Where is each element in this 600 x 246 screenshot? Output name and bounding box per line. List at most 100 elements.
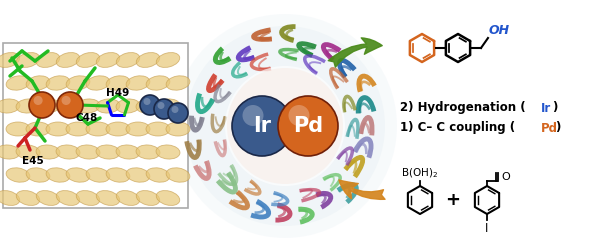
- Ellipse shape: [96, 191, 120, 205]
- Ellipse shape: [0, 53, 20, 67]
- Ellipse shape: [166, 122, 190, 136]
- Text: ): ): [552, 102, 557, 114]
- Text: I: I: [485, 222, 488, 235]
- Ellipse shape: [36, 99, 60, 113]
- Ellipse shape: [126, 122, 150, 136]
- Ellipse shape: [36, 191, 60, 205]
- Circle shape: [289, 105, 310, 126]
- Ellipse shape: [116, 145, 140, 159]
- Text: OH: OH: [489, 24, 510, 37]
- Ellipse shape: [106, 76, 130, 90]
- Ellipse shape: [136, 99, 160, 113]
- Circle shape: [225, 66, 345, 186]
- Ellipse shape: [46, 168, 70, 182]
- Ellipse shape: [26, 122, 50, 136]
- Ellipse shape: [36, 53, 60, 67]
- Ellipse shape: [6, 168, 30, 182]
- Circle shape: [173, 14, 397, 238]
- Ellipse shape: [166, 168, 190, 182]
- Ellipse shape: [126, 76, 150, 90]
- Circle shape: [278, 96, 338, 156]
- Ellipse shape: [156, 99, 180, 113]
- Ellipse shape: [96, 53, 120, 67]
- FancyArrowPatch shape: [328, 38, 382, 67]
- Ellipse shape: [146, 168, 170, 182]
- Ellipse shape: [86, 122, 110, 136]
- Text: +: +: [445, 191, 461, 209]
- Ellipse shape: [116, 53, 140, 67]
- Ellipse shape: [96, 99, 120, 113]
- Ellipse shape: [86, 76, 110, 90]
- Ellipse shape: [36, 145, 60, 159]
- FancyArrowPatch shape: [339, 180, 385, 199]
- Circle shape: [227, 68, 343, 184]
- Text: Pd: Pd: [293, 116, 323, 136]
- Ellipse shape: [16, 53, 40, 67]
- Ellipse shape: [66, 122, 90, 136]
- Ellipse shape: [136, 53, 160, 67]
- Circle shape: [62, 96, 71, 105]
- Ellipse shape: [66, 168, 90, 182]
- Circle shape: [34, 96, 43, 105]
- Ellipse shape: [156, 191, 180, 205]
- Text: H49: H49: [106, 88, 129, 98]
- Circle shape: [57, 92, 83, 118]
- Circle shape: [168, 103, 188, 123]
- Ellipse shape: [116, 99, 140, 113]
- Ellipse shape: [76, 53, 100, 67]
- Ellipse shape: [166, 76, 190, 90]
- Ellipse shape: [66, 76, 90, 90]
- Circle shape: [242, 105, 263, 126]
- Ellipse shape: [56, 99, 80, 113]
- Ellipse shape: [106, 122, 130, 136]
- Ellipse shape: [76, 191, 100, 205]
- Circle shape: [232, 96, 292, 156]
- Text: C48: C48: [76, 113, 98, 123]
- Text: Ir: Ir: [253, 116, 271, 136]
- Circle shape: [172, 106, 179, 113]
- Circle shape: [154, 99, 174, 119]
- Ellipse shape: [56, 145, 80, 159]
- Ellipse shape: [76, 99, 100, 113]
- Ellipse shape: [56, 53, 80, 67]
- Circle shape: [185, 26, 385, 226]
- Ellipse shape: [106, 168, 130, 182]
- Text: Ir: Ir: [541, 102, 551, 114]
- Ellipse shape: [26, 168, 50, 182]
- Text: 1) C– C coupling (: 1) C– C coupling (: [400, 122, 515, 135]
- Ellipse shape: [96, 145, 120, 159]
- Ellipse shape: [0, 99, 20, 113]
- Ellipse shape: [56, 191, 80, 205]
- Ellipse shape: [16, 145, 40, 159]
- FancyBboxPatch shape: [3, 43, 188, 208]
- Ellipse shape: [16, 191, 40, 205]
- Ellipse shape: [86, 168, 110, 182]
- Ellipse shape: [0, 191, 20, 205]
- Text: E45: E45: [22, 156, 44, 166]
- Ellipse shape: [146, 76, 170, 90]
- Circle shape: [29, 92, 55, 118]
- Ellipse shape: [146, 122, 170, 136]
- Text: O: O: [501, 172, 510, 182]
- Ellipse shape: [126, 168, 150, 182]
- Ellipse shape: [116, 191, 140, 205]
- Circle shape: [143, 98, 151, 105]
- Ellipse shape: [156, 53, 180, 67]
- Circle shape: [140, 95, 160, 115]
- Circle shape: [157, 102, 164, 109]
- Text: 2) Hydrogenation (: 2) Hydrogenation (: [400, 102, 526, 114]
- Ellipse shape: [76, 145, 100, 159]
- Ellipse shape: [16, 99, 40, 113]
- Ellipse shape: [46, 122, 70, 136]
- Ellipse shape: [46, 76, 70, 90]
- Ellipse shape: [6, 76, 30, 90]
- Ellipse shape: [6, 122, 30, 136]
- Text: Pd: Pd: [541, 122, 558, 135]
- Ellipse shape: [26, 76, 50, 90]
- Ellipse shape: [156, 145, 180, 159]
- Text: B(OH)$_2$: B(OH)$_2$: [401, 166, 439, 180]
- Ellipse shape: [136, 191, 160, 205]
- Text: ): ): [555, 122, 560, 135]
- Ellipse shape: [0, 145, 20, 159]
- Ellipse shape: [136, 145, 160, 159]
